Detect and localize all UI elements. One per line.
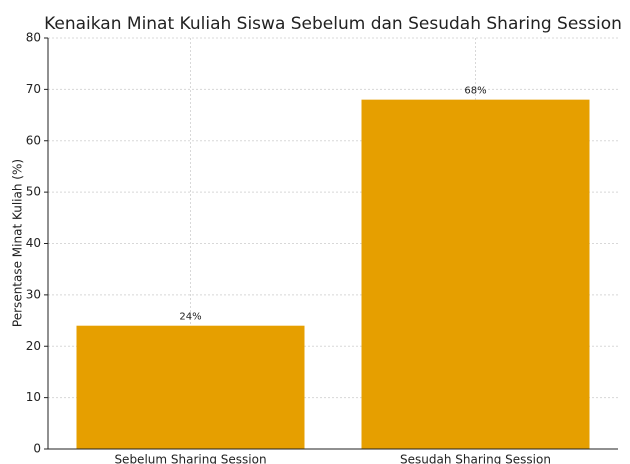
value-label: 24% [179, 312, 201, 323]
y-tick-label: 0 [33, 442, 41, 456]
y-tick-label: 80 [26, 31, 41, 45]
y-tick-label: 30 [26, 287, 41, 301]
x-tick-label: Sesudah Sharing Session [400, 453, 551, 464]
y-tick-label: 20 [26, 339, 41, 353]
chart-title: Kenaikan Minat Kuliah Siswa Sebelum dan … [44, 14, 622, 34]
value-label: 68% [464, 86, 486, 97]
y-tick-label: 50 [26, 185, 41, 199]
y-tick-label: 60 [26, 133, 41, 147]
y-tick-label: 10 [26, 390, 41, 404]
bar [76, 325, 305, 449]
y-tick-label: 70 [26, 82, 41, 96]
y-axis-label: Persentase Minat Kuliah (%) [11, 159, 25, 327]
x-tick-label: Sebelum Sharing Session [114, 453, 266, 464]
bar [361, 99, 590, 450]
y-tick-label: 40 [26, 236, 41, 250]
